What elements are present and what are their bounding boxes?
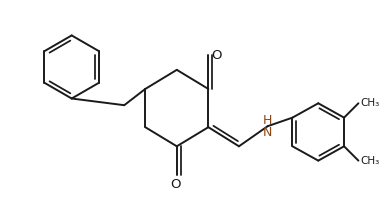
Text: CH₃: CH₃ — [360, 156, 379, 166]
Text: O: O — [171, 178, 181, 191]
Text: CH₃: CH₃ — [360, 98, 379, 108]
Text: H
N: H N — [263, 114, 272, 139]
Text: O: O — [211, 49, 222, 62]
